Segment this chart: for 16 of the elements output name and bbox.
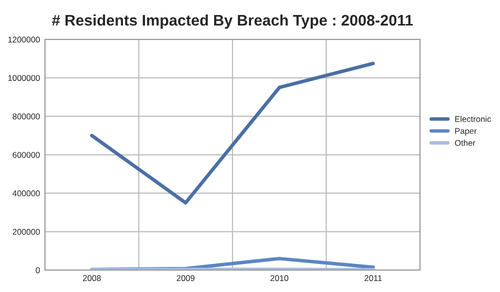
chart-title: # Residents Impacted By Breach Type : 2008-2011 (52, 14, 413, 29)
y-tick-label: 200000 (12, 228, 40, 235)
x-tick-label: 2009 (176, 275, 194, 282)
y-tick-label: 1000000 (8, 75, 40, 81)
x-tick-label: 2011 (364, 275, 382, 282)
y-tick-label: 1200000 (8, 36, 40, 43)
x-tick-label: 2008 (83, 275, 101, 282)
legend-label: Paper (455, 128, 477, 136)
y-tick-label: 600000 (12, 152, 40, 158)
y-tick-label: 0 (36, 267, 40, 274)
legend-label: Electronic (455, 116, 491, 122)
x-tick-label: 2010 (270, 275, 288, 282)
y-tick-label: 400000 (12, 190, 40, 196)
legend-label: Other (454, 140, 476, 146)
line-series (90, 62, 375, 205)
y-tick-label: 800000 (12, 114, 40, 120)
